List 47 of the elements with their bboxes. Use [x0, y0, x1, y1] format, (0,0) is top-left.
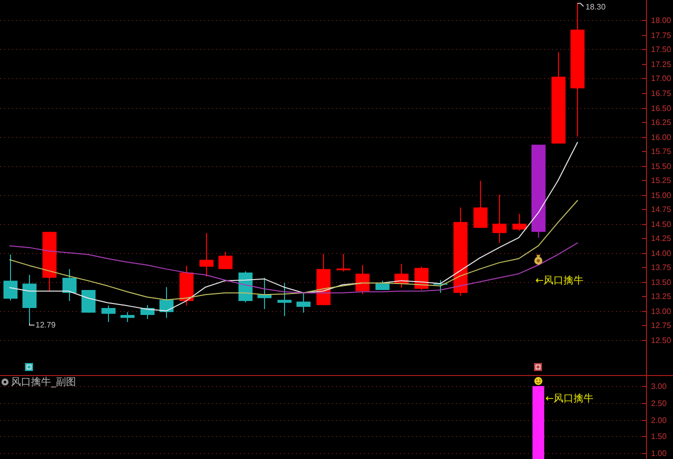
- y-tick-label: 17.75: [651, 31, 672, 40]
- candlestick: [199, 232, 214, 278]
- y-tick-label: 16.75: [651, 89, 672, 98]
- candlestick: [3, 254, 18, 301]
- y-tick-label: 3.00: [651, 382, 668, 391]
- y-tick-label: 13.50: [651, 278, 672, 287]
- y-tick-label: 17.25: [651, 60, 672, 69]
- candlestick: [473, 180, 488, 228]
- y-tick-label: 15.00: [651, 191, 672, 200]
- candlestick: [62, 268, 77, 302]
- y-tick-label: 14.50: [651, 220, 672, 229]
- y-tick-label: 16.00: [651, 133, 672, 142]
- candlestick: [296, 292, 311, 314]
- annotation: 12.79: [36, 320, 56, 330]
- y-tick-label: 13.25: [651, 292, 672, 301]
- chart-title: 风口擒牛_副图: [11, 376, 76, 388]
- y-tick-label: 2.50: [651, 399, 668, 408]
- candlestick: [355, 264, 370, 295]
- y-tick-label: 15.25: [651, 176, 672, 185]
- y-tick-label: 15.75: [651, 147, 672, 156]
- y-tick-label: 14.00: [651, 249, 672, 258]
- y-tick-label: 17.00: [651, 74, 672, 83]
- candlestick: [277, 282, 292, 317]
- y-tick-label: 15.50: [651, 162, 672, 171]
- y-tick-label: 16.50: [651, 104, 672, 113]
- y-tick-label: 13.00: [651, 307, 672, 316]
- annotation: ←风口擒牛: [545, 392, 594, 405]
- annotation: 18.30: [586, 2, 606, 12]
- y-tick-label: 14.25: [651, 234, 672, 243]
- candlestick: [375, 280, 390, 290]
- y-tick-label: 1.50: [651, 432, 668, 441]
- annotation: ←风口擒牛: [535, 274, 584, 286]
- y-tick-label: 2.00: [651, 416, 668, 425]
- y-tick-label: 18.00: [651, 16, 672, 25]
- y-tick-label: 14.75: [651, 205, 672, 214]
- y-tick-label: 17.50: [651, 45, 672, 54]
- candlestick: [120, 312, 135, 322]
- y-tick-label: 13.75: [651, 263, 672, 272]
- candlestick: [101, 305, 116, 322]
- y-tick-label: 16.25: [651, 118, 672, 127]
- y-tick-label: 1.00: [651, 449, 668, 458]
- candlestick: [492, 194, 507, 244]
- candlestick: [218, 251, 233, 270]
- y-tick-label: 12.50: [651, 336, 672, 345]
- candlestick: [512, 213, 527, 232]
- candlestick: [414, 266, 429, 290]
- y-tick-label: 12.75: [651, 321, 672, 330]
